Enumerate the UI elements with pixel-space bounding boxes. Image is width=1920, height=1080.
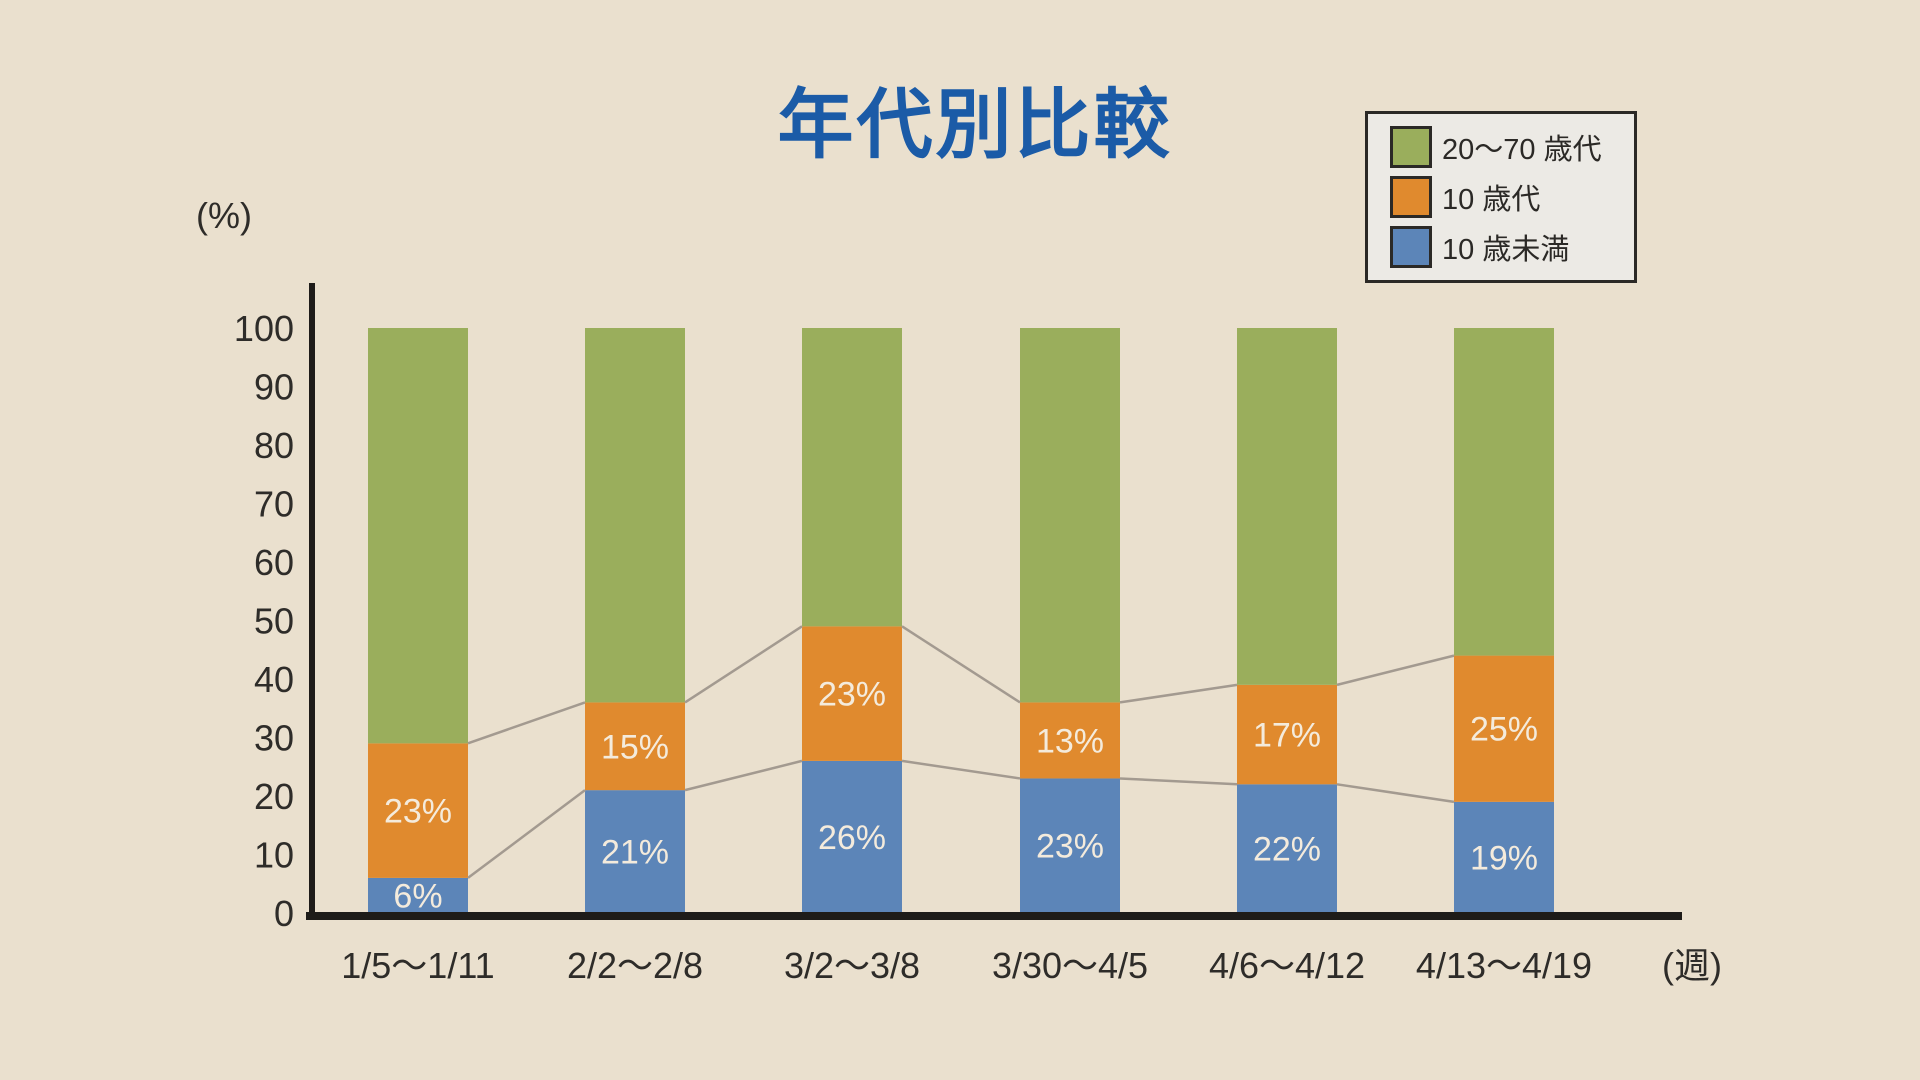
connector-line <box>1336 783 1455 804</box>
x-category-label: 4/6～4/12 <box>1209 945 1365 986</box>
bar-value-label: 13% <box>1036 722 1104 760</box>
connector-line <box>1336 654 1455 687</box>
bar-segment <box>368 877 468 913</box>
x-category-label: 2/2～2/8 <box>567 945 703 986</box>
bar-value-label: 23% <box>384 793 452 831</box>
bar-segment <box>802 328 902 627</box>
bar-segment <box>1237 784 1337 913</box>
legend-label: 10 歳未満 <box>1442 234 1570 266</box>
bar-segment <box>1020 328 1120 703</box>
connector-line <box>467 701 586 745</box>
y-tick-label: 10 <box>254 835 294 876</box>
legend-swatch-green <box>1390 126 1432 168</box>
y-unit-label: (%) <box>196 195 252 236</box>
y-tick-label: 90 <box>254 367 294 408</box>
y-tick-label: 50 <box>254 601 294 642</box>
connector-line <box>684 759 803 792</box>
y-tick-label: 60 <box>254 542 294 583</box>
bar-segment <box>802 626 902 761</box>
y-tick-label: 0 <box>274 893 294 934</box>
bar-segment <box>585 328 685 703</box>
legend-swatch-orange <box>1390 176 1432 218</box>
connector-line <box>1119 683 1238 704</box>
connector-line <box>901 759 1021 780</box>
bar-value-label: 25% <box>1470 711 1538 749</box>
bar-value-label: 22% <box>1253 831 1321 869</box>
x-category-label: 4/13～4/19 <box>1416 945 1592 986</box>
y-tick-label: 70 <box>254 484 294 525</box>
y-tick-label: 80 <box>254 425 294 466</box>
bar-segment <box>368 743 468 878</box>
x-category-label: 3/30～4/5 <box>992 945 1148 986</box>
legend-item-20-70: 20～70 歳代 <box>1390 126 1628 168</box>
y-tick-label: 30 <box>254 718 294 759</box>
connector-line <box>684 625 803 704</box>
bar-value-label: 21% <box>601 834 669 872</box>
bar-value-label: 15% <box>601 728 669 766</box>
bar-segment <box>1020 702 1120 779</box>
legend-item-10s: 10 歳代 <box>1390 176 1628 218</box>
connector-line <box>1119 777 1238 786</box>
x-unit-label: (週) <box>1662 945 1722 986</box>
x-category-label: 3/2～3/8 <box>784 945 920 986</box>
legend-item-under10: 10 歳未満 <box>1390 226 1628 268</box>
bar-segment <box>1454 328 1554 656</box>
bar-value-label: 23% <box>1036 828 1104 866</box>
legend-swatch-blue <box>1390 226 1432 268</box>
bar-value-label: 17% <box>1253 717 1321 755</box>
bar-segment <box>368 328 468 744</box>
bar-segment <box>1237 328 1337 685</box>
bar-segment <box>1020 778 1120 913</box>
chart-title: 年代別比較 <box>777 83 1173 168</box>
y-tick-label: 100 <box>234 308 294 349</box>
bar-segment <box>1454 801 1554 913</box>
y-tick-label: 20 <box>254 776 294 817</box>
legend-label: 10 歳代 <box>1442 184 1541 216</box>
bar-value-label: 6% <box>393 877 442 915</box>
bar-value-label: 19% <box>1470 839 1538 877</box>
bar-segment <box>1237 684 1337 785</box>
x-category-label: 1/5～1/11 <box>341 945 494 986</box>
connector-line <box>901 625 1021 704</box>
bar-segment <box>1454 655 1554 802</box>
bar-segment <box>585 702 685 791</box>
connector-line <box>467 789 586 879</box>
bar-segment <box>802 760 902 913</box>
y-tick-label: 40 <box>254 659 294 700</box>
bar-segment <box>585 790 685 913</box>
legend-label: 20～70 歳代 <box>1442 134 1602 166</box>
bar-value-label: 23% <box>818 676 886 714</box>
bar-value-label: 26% <box>818 819 886 857</box>
legend-box: 20～70 歳代 10 歳代 10 歳未満 <box>1365 111 1637 283</box>
